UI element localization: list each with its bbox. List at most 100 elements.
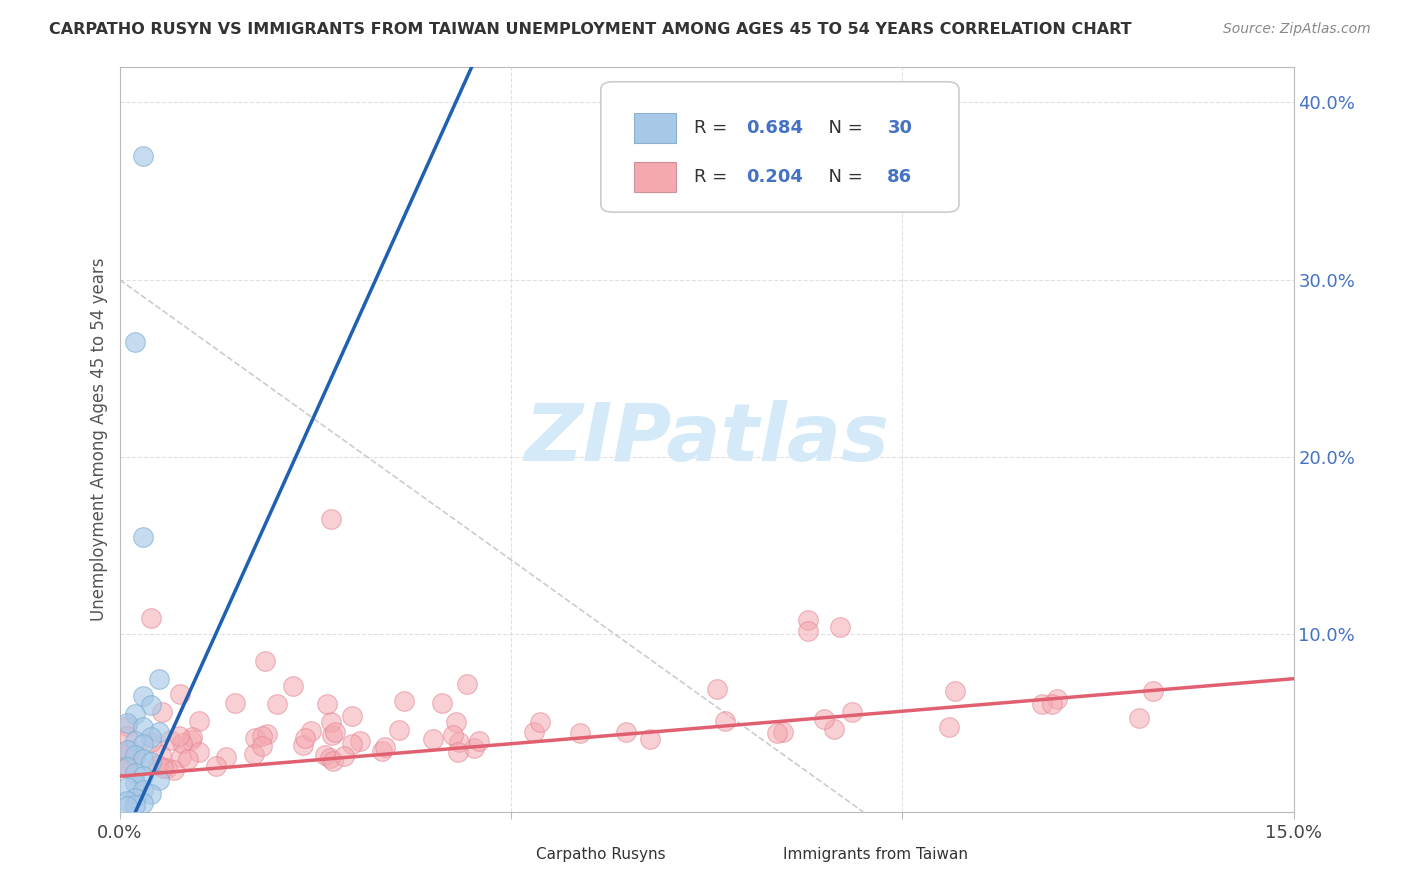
Point [706, 681, 728, 696]
Point [638, 732, 661, 747]
Point [117, 742, 139, 756]
Point [319, 512, 342, 526]
Point [243, 747, 266, 762]
Point [938, 720, 960, 734]
Point [266, 697, 288, 711]
Point [1142, 683, 1164, 698]
Point [124, 765, 146, 780]
Point [124, 790, 146, 805]
Point [444, 715, 467, 730]
Text: R =: R = [693, 119, 733, 137]
Point [132, 690, 155, 704]
Point [823, 723, 845, 737]
Point [117, 760, 139, 774]
Point [139, 755, 162, 769]
Point [117, 759, 139, 773]
Point [177, 752, 200, 766]
Point [1031, 697, 1053, 711]
Point [250, 729, 273, 743]
Text: N =: N = [817, 119, 869, 137]
Point [430, 696, 453, 710]
Point [828, 620, 851, 634]
Point [1128, 711, 1150, 725]
Point [529, 714, 551, 729]
Point [124, 707, 146, 722]
Point [132, 751, 155, 765]
Point [281, 680, 304, 694]
Point [349, 734, 371, 748]
Point [148, 772, 170, 787]
Point [316, 697, 339, 711]
Text: R =: R = [693, 168, 733, 186]
Text: Source: ZipAtlas.com: Source: ZipAtlas.com [1223, 22, 1371, 37]
Point [139, 698, 162, 713]
Point [118, 743, 141, 757]
Point [124, 797, 146, 812]
Point [205, 758, 228, 772]
Point [139, 735, 162, 749]
Point [322, 754, 344, 768]
Point [446, 744, 468, 758]
FancyBboxPatch shape [600, 82, 959, 212]
Point [187, 745, 209, 759]
Point [132, 796, 155, 810]
Point [463, 741, 485, 756]
FancyBboxPatch shape [495, 844, 529, 866]
Point [291, 738, 314, 752]
Point [325, 725, 347, 739]
Point [456, 677, 478, 691]
FancyBboxPatch shape [742, 844, 775, 866]
Point [813, 712, 835, 726]
Point [441, 728, 464, 742]
FancyBboxPatch shape [634, 162, 676, 192]
Point [117, 719, 139, 733]
Point [124, 747, 146, 762]
Point [117, 729, 139, 743]
Point [371, 744, 394, 758]
Point [766, 726, 789, 740]
FancyBboxPatch shape [634, 113, 676, 143]
Point [467, 733, 489, 747]
Point [148, 757, 170, 772]
Point [321, 728, 343, 742]
Point [772, 724, 794, 739]
Point [340, 737, 363, 751]
Point [422, 731, 444, 746]
Point [1046, 692, 1069, 706]
Point [1042, 697, 1064, 711]
Point [797, 624, 820, 638]
Point [250, 739, 273, 753]
Point [148, 672, 170, 686]
Point [294, 731, 316, 746]
Point [170, 749, 193, 764]
Point [132, 148, 155, 162]
Y-axis label: Unemployment Among Ages 45 to 54 years: Unemployment Among Ages 45 to 54 years [90, 258, 108, 621]
Point [132, 530, 155, 544]
Text: 86: 86 [887, 168, 912, 186]
Point [163, 763, 186, 777]
Point [124, 747, 146, 762]
Point [447, 735, 470, 749]
Point [124, 733, 146, 747]
Point [569, 725, 592, 739]
Point [342, 709, 364, 723]
Point [117, 747, 139, 761]
Point [117, 780, 139, 794]
Point [299, 723, 322, 738]
Point [187, 714, 209, 728]
Point [253, 654, 276, 668]
Point [139, 787, 162, 801]
Point [180, 732, 202, 747]
Point [124, 776, 146, 790]
Point [139, 730, 162, 744]
Point [614, 724, 637, 739]
Point [132, 769, 155, 783]
Point [149, 747, 172, 762]
Point [141, 611, 163, 625]
Point [319, 715, 342, 730]
Point [374, 740, 396, 755]
Text: CARPATHO RUSYN VS IMMIGRANTS FROM TAIWAN UNEMPLOYMENT AMONG AGES 45 TO 54 YEARS : CARPATHO RUSYN VS IMMIGRANTS FROM TAIWAN… [49, 22, 1132, 37]
Point [124, 334, 146, 349]
Point [319, 751, 342, 765]
Point [841, 705, 863, 719]
